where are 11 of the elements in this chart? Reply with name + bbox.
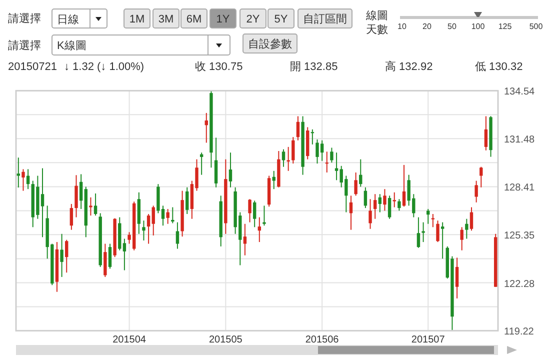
controls: 請選擇 日線 1M 3M 6M 1Y 2Y 5Y 自訂區間 線圖 天數 10 20 50 100 125 500 請選擇 K線圖 自設參數 20150721 ↓ 1.32 (↓ 1.00%) 收 130.75 開 132.85 高 132.92 低 130.32 bbox=[8, 8, 543, 73]
y-tick-label: 131.48 bbox=[504, 134, 536, 146]
y-tick-label: 119.22 bbox=[504, 326, 534, 338]
x-tick-label: 201505 bbox=[208, 334, 243, 346]
x-tick-label: 201504 bbox=[112, 334, 146, 346]
x-tick-label: 201507 bbox=[411, 334, 446, 346]
x-tick-label: 201506 bbox=[305, 334, 340, 346]
y-tick-label: 125.35 bbox=[504, 230, 536, 242]
y-tick-label: 134.54 bbox=[504, 86, 536, 98]
y-tick-label: 122.28 bbox=[504, 278, 536, 290]
y-tick-label: 128.41 bbox=[504, 182, 536, 194]
